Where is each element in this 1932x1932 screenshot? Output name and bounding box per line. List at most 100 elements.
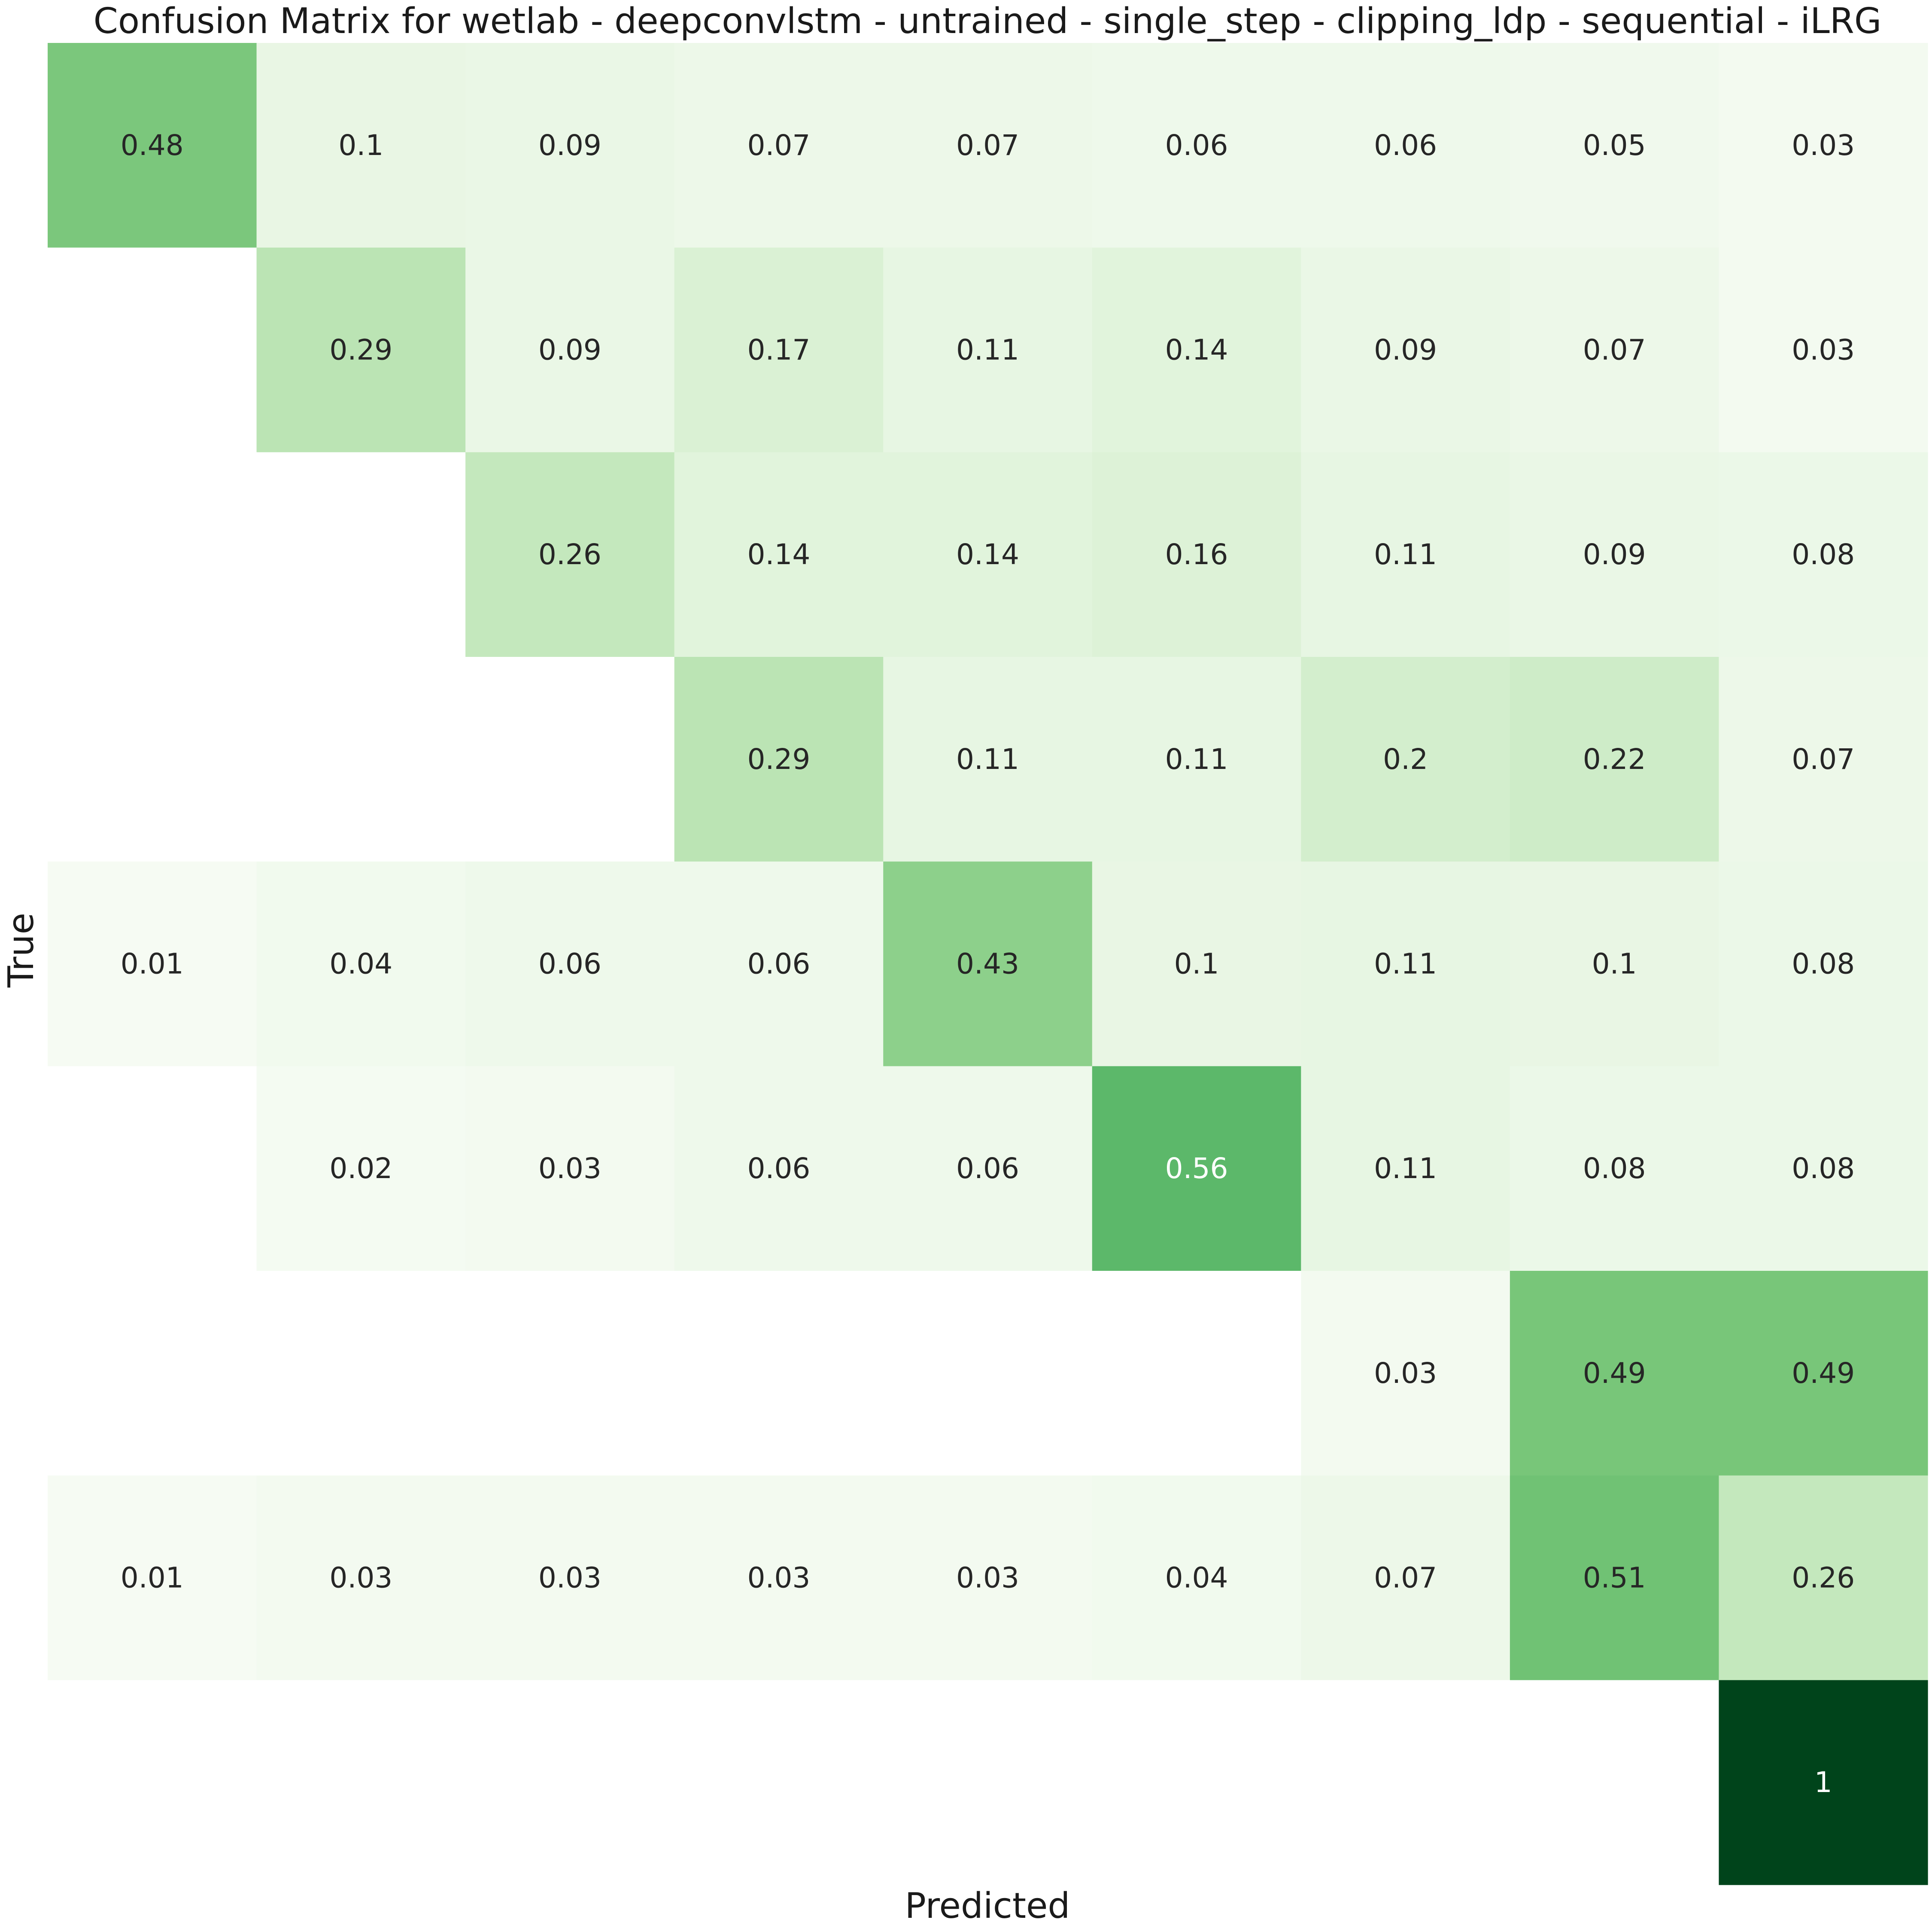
cell-label-r7-c6: 0.07 <box>1374 1561 1437 1595</box>
cell-label-r1-c6: 0.09 <box>1374 334 1437 367</box>
heatmap-cell-r3-c0 <box>48 657 257 862</box>
heatmap-cell-r6-c0 <box>48 1271 257 1476</box>
cell-label-r1-c4: 0.11 <box>956 334 1019 367</box>
cell-label-r5-c6: 0.11 <box>1374 1152 1437 1185</box>
cell-label-r6-c7: 0.49 <box>1583 1357 1646 1390</box>
heatmap-cell-r0-c5 <box>1092 43 1301 248</box>
heatmap-cell-r4-c5 <box>1092 861 1301 1066</box>
cell-label-r7-c7: 0.51 <box>1583 1561 1646 1595</box>
heatmap-cell-r1-c7 <box>1510 247 1719 453</box>
cell-label-r3-c5: 0.11 <box>1165 743 1228 776</box>
heatmap-cell-r0-c3 <box>674 43 884 248</box>
heatmap-cell-r6-c5 <box>1092 1271 1301 1476</box>
heatmap-cell-r1-c2 <box>465 247 675 453</box>
heatmap-cell-r1-c8 <box>1719 247 1928 453</box>
cell-label-r4-c1: 0.04 <box>329 948 392 981</box>
heatmap-cell-r1-c1 <box>256 247 466 453</box>
heatmap-cell-r1-c4 <box>883 247 1093 453</box>
heatmap-cell-r4-c6 <box>1301 861 1510 1066</box>
heatmap-cell-r3-c8 <box>1719 657 1928 862</box>
heatmap-cell-r5-c3 <box>674 1066 884 1271</box>
cell-label-r2-c7: 0.09 <box>1583 538 1646 571</box>
cell-label-r4-c2: 0.06 <box>538 948 601 981</box>
heatmap-cell-r2-c3 <box>674 452 884 657</box>
cell-label-r2-c3: 0.14 <box>747 538 810 571</box>
heatmap-cell-r3-c2 <box>465 657 675 862</box>
cell-label-r2-c6: 0.11 <box>1374 538 1437 571</box>
heatmap-cell-r8-c3 <box>674 1680 884 1885</box>
heatmap-cell-r7-c2 <box>465 1475 675 1680</box>
heatmap-cell-r6-c6 <box>1301 1271 1510 1476</box>
cell-label-r4-c4: 0.43 <box>956 948 1019 981</box>
heatmap-cell-r5-c8 <box>1719 1066 1928 1271</box>
heatmap-cell-r7-c0 <box>48 1475 257 1680</box>
heatmap-cell-r4-c1 <box>256 861 466 1066</box>
cell-label-r1-c8: 0.03 <box>1792 334 1855 367</box>
heatmap-cell-r5-c0 <box>48 1066 257 1271</box>
heatmap-cell-r6-c7 <box>1510 1271 1719 1476</box>
cell-label-r2-c5: 0.16 <box>1165 538 1228 571</box>
heatmap-cell-r3-c4 <box>883 657 1093 862</box>
cell-label-r3-c8: 0.07 <box>1792 743 1855 776</box>
heatmap-cell-r8-c7 <box>1510 1680 1719 1885</box>
cell-label-r0-c4: 0.07 <box>956 129 1019 162</box>
heatmap-cell-r7-c5 <box>1092 1475 1301 1680</box>
heatmap-cell-r1-c5 <box>1092 247 1301 453</box>
cell-label-r5-c1: 0.02 <box>329 1152 392 1185</box>
heatmap-cell-r3-c3 <box>674 657 884 862</box>
cell-label-r4-c7: 0.1 <box>1592 948 1637 981</box>
heatmap-cell-r3-c1 <box>256 657 466 862</box>
heatmap-cell-r1-c0 <box>48 247 257 453</box>
heatmap-cell-r7-c4 <box>883 1475 1093 1680</box>
heatmap-cell-r6-c2 <box>465 1271 675 1476</box>
cell-label-r0-c7: 0.05 <box>1583 129 1646 162</box>
heatmap-cell-r4-c7 <box>1510 861 1719 1066</box>
heatmap-cell-r4-c0 <box>48 861 257 1066</box>
cell-label-r4-c0: 0.01 <box>121 948 184 981</box>
heatmap-cell-r2-c5 <box>1092 452 1301 657</box>
heatmap-cell-r2-c1 <box>256 452 466 657</box>
heatmap-cell-r0-c7 <box>1510 43 1719 248</box>
cell-label-r4-c5: 0.1 <box>1174 948 1219 981</box>
cell-label-r7-c0: 0.01 <box>121 1561 184 1595</box>
heatmap-cell-r4-c2 <box>465 861 675 1066</box>
cell-label-r7-c1: 0.03 <box>329 1561 392 1595</box>
cell-label-r0-c2: 0.09 <box>538 129 601 162</box>
cell-label-r3-c3: 0.29 <box>747 743 810 776</box>
cell-label-r2-c4: 0.14 <box>956 538 1019 571</box>
heatmap-cell-r5-c1 <box>256 1066 466 1271</box>
cell-label-r5-c3: 0.06 <box>747 1152 810 1185</box>
heatmap-cell-r5-c4 <box>883 1066 1093 1271</box>
cell-label-r7-c2: 0.03 <box>538 1561 601 1595</box>
cell-label-r7-c8: 0.26 <box>1792 1561 1855 1595</box>
heatmap-cell-r2-c7 <box>1510 452 1719 657</box>
heatmap-cell-r0-c4 <box>883 43 1093 248</box>
cell-label-r7-c4: 0.03 <box>956 1561 1019 1595</box>
cell-label-r1-c3: 0.17 <box>747 334 810 367</box>
heatmap-cell-r2-c0 <box>48 452 257 657</box>
heatmap-cell-r6-c4 <box>883 1271 1093 1476</box>
heatmap-cell-r6-c3 <box>674 1271 884 1476</box>
heatmap-cell-r8-c2 <box>465 1680 675 1885</box>
cell-label-r6-c8: 0.49 <box>1792 1357 1855 1390</box>
cell-label-r4-c6: 0.11 <box>1374 948 1437 981</box>
heatmap-cell-r2-c4 <box>883 452 1093 657</box>
cell-label-r1-c2: 0.09 <box>538 334 601 367</box>
cell-label-r2-c2: 0.26 <box>538 538 601 571</box>
cell-label-r4-c8: 0.08 <box>1792 948 1855 981</box>
heatmap-cell-r7-c6 <box>1301 1475 1510 1680</box>
heatmap-cell-r4-c3 <box>674 861 884 1066</box>
cell-label-r0-c0: 0.48 <box>121 129 184 162</box>
cell-label-r0-c6: 0.06 <box>1374 129 1437 162</box>
cell-label-r0-c5: 0.06 <box>1165 129 1228 162</box>
heatmap-cell-r5-c7 <box>1510 1066 1719 1271</box>
heatmap-cell-r7-c1 <box>256 1475 466 1680</box>
heatmap-cell-r2-c2 <box>465 452 675 657</box>
cell-label-r5-c2: 0.03 <box>538 1152 601 1185</box>
heatmap-cell-r0-c0 <box>48 43 257 248</box>
chart-title: Confusion Matrix for wetlab - deepconvls… <box>93 1 1882 42</box>
cell-label-r2-c8: 0.08 <box>1792 538 1855 571</box>
cell-label-r3-c7: 0.22 <box>1583 743 1646 776</box>
cell-label-r1-c7: 0.07 <box>1583 334 1646 367</box>
cell-label-r5-c5: 0.56 <box>1165 1152 1228 1185</box>
